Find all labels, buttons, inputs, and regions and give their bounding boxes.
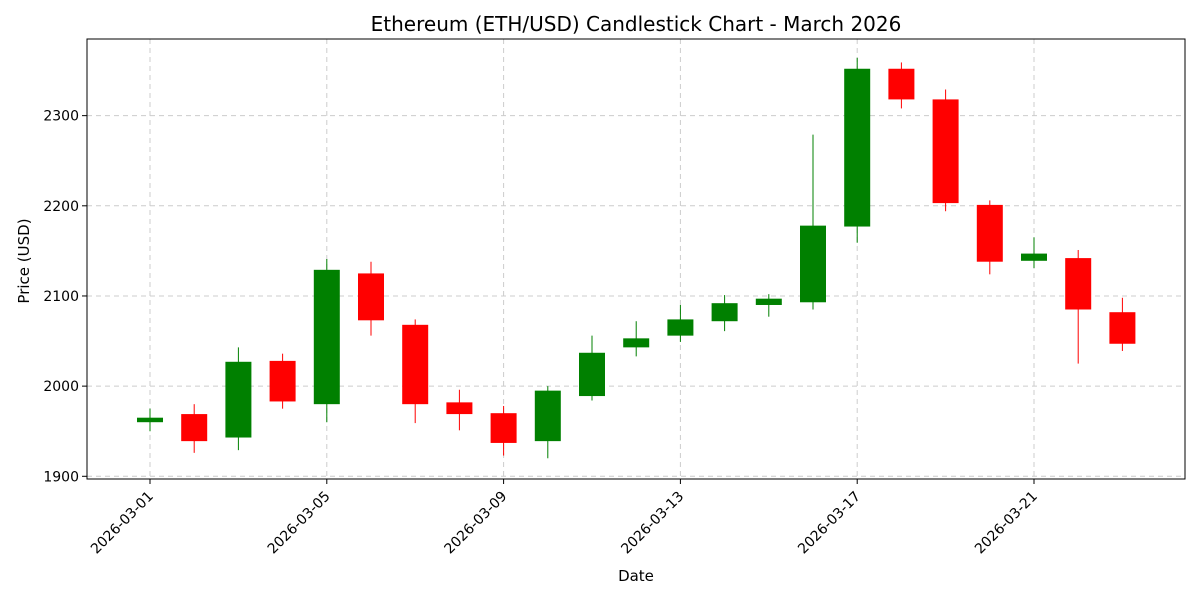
candle-body bbox=[579, 352, 605, 397]
x-tick-label: 2026-03-09 bbox=[442, 489, 511, 558]
plot-frame bbox=[86, 38, 1186, 480]
candle-2026-03-13 bbox=[667, 304, 694, 342]
candle-body bbox=[623, 338, 650, 348]
x-tick-label: 2026-03-13 bbox=[618, 489, 687, 558]
x-tick-label: 2026-03-01 bbox=[88, 489, 157, 558]
candle-2026-03-03 bbox=[225, 347, 252, 451]
candle-body bbox=[225, 361, 252, 438]
candle-2026-03-02 bbox=[181, 404, 208, 453]
candle-body bbox=[800, 225, 826, 303]
x-axis-ticks: 2026-03-01 2026-03-05 2026-03-09 2026-03-13… bbox=[88, 479, 1041, 557]
candle-2026-03-11 bbox=[579, 335, 605, 401]
candle-2026-03-06 bbox=[358, 261, 384, 336]
candle-body bbox=[446, 402, 473, 415]
candle-2026-03-18 bbox=[888, 62, 915, 109]
candle-body bbox=[932, 99, 959, 204]
candle-body bbox=[888, 68, 915, 100]
candle-body bbox=[711, 303, 738, 322]
candle-body bbox=[313, 269, 340, 405]
candle-body bbox=[844, 68, 871, 227]
y-tick-label: 2300 bbox=[43, 109, 79, 125]
y-tick-label: 1900 bbox=[43, 469, 79, 485]
y-tick-label: 2200 bbox=[43, 199, 79, 215]
candle-body bbox=[1021, 253, 1047, 261]
x-tick-label: 2026-03-05 bbox=[265, 489, 334, 558]
candle-2026-03-07 bbox=[402, 319, 429, 424]
candle-2026-03-22 bbox=[1065, 249, 1092, 364]
candle-2026-03-01 bbox=[137, 408, 163, 432]
candle-2026-03-15 bbox=[755, 294, 782, 317]
candle-body bbox=[976, 204, 1003, 262]
candle-2026-03-21 bbox=[1021, 237, 1047, 269]
y-axis-label: Price (USD) bbox=[15, 218, 33, 303]
candle-body bbox=[402, 324, 429, 405]
candle-body bbox=[755, 298, 782, 305]
y-tick-label: 2000 bbox=[43, 379, 79, 395]
candle-2026-03-20 bbox=[976, 200, 1003, 275]
x-tick-label: 2026-03-21 bbox=[972, 489, 1041, 558]
candle-2026-03-17 bbox=[844, 57, 871, 243]
chart-title: Ethereum (ETH/USD) Candlestick Chart - M… bbox=[371, 12, 902, 36]
candle-2026-03-05 bbox=[313, 259, 340, 423]
candle-body bbox=[269, 360, 296, 402]
candle-body bbox=[358, 273, 384, 321]
y-tick-label: 2100 bbox=[43, 289, 79, 305]
candle-2026-03-16 bbox=[800, 134, 826, 310]
candle-body bbox=[490, 413, 517, 443]
candle-2026-03-04 bbox=[269, 353, 296, 409]
y-axis-ticks: 1900 2000 2100 2200 2300 bbox=[43, 109, 87, 485]
candle-2026-03-08 bbox=[446, 389, 473, 431]
candle-body bbox=[534, 390, 561, 442]
candle-2026-03-14 bbox=[711, 295, 738, 332]
candle-2026-03-10 bbox=[534, 386, 561, 459]
candle-2026-03-19 bbox=[932, 89, 959, 212]
grid-lines bbox=[87, 39, 1185, 479]
candle-body bbox=[137, 417, 163, 423]
candle-2026-03-09 bbox=[490, 405, 517, 456]
candle-2026-03-23 bbox=[1109, 297, 1136, 351]
x-axis-label: Date bbox=[618, 567, 654, 585]
x-tick-label: 2026-03-17 bbox=[795, 489, 864, 558]
candle-body bbox=[1065, 258, 1092, 310]
candle-body bbox=[667, 319, 694, 336]
candles bbox=[137, 57, 1136, 459]
candle-2026-03-12 bbox=[623, 321, 650, 357]
candle-body bbox=[181, 414, 208, 442]
candle-body bbox=[1109, 312, 1136, 344]
